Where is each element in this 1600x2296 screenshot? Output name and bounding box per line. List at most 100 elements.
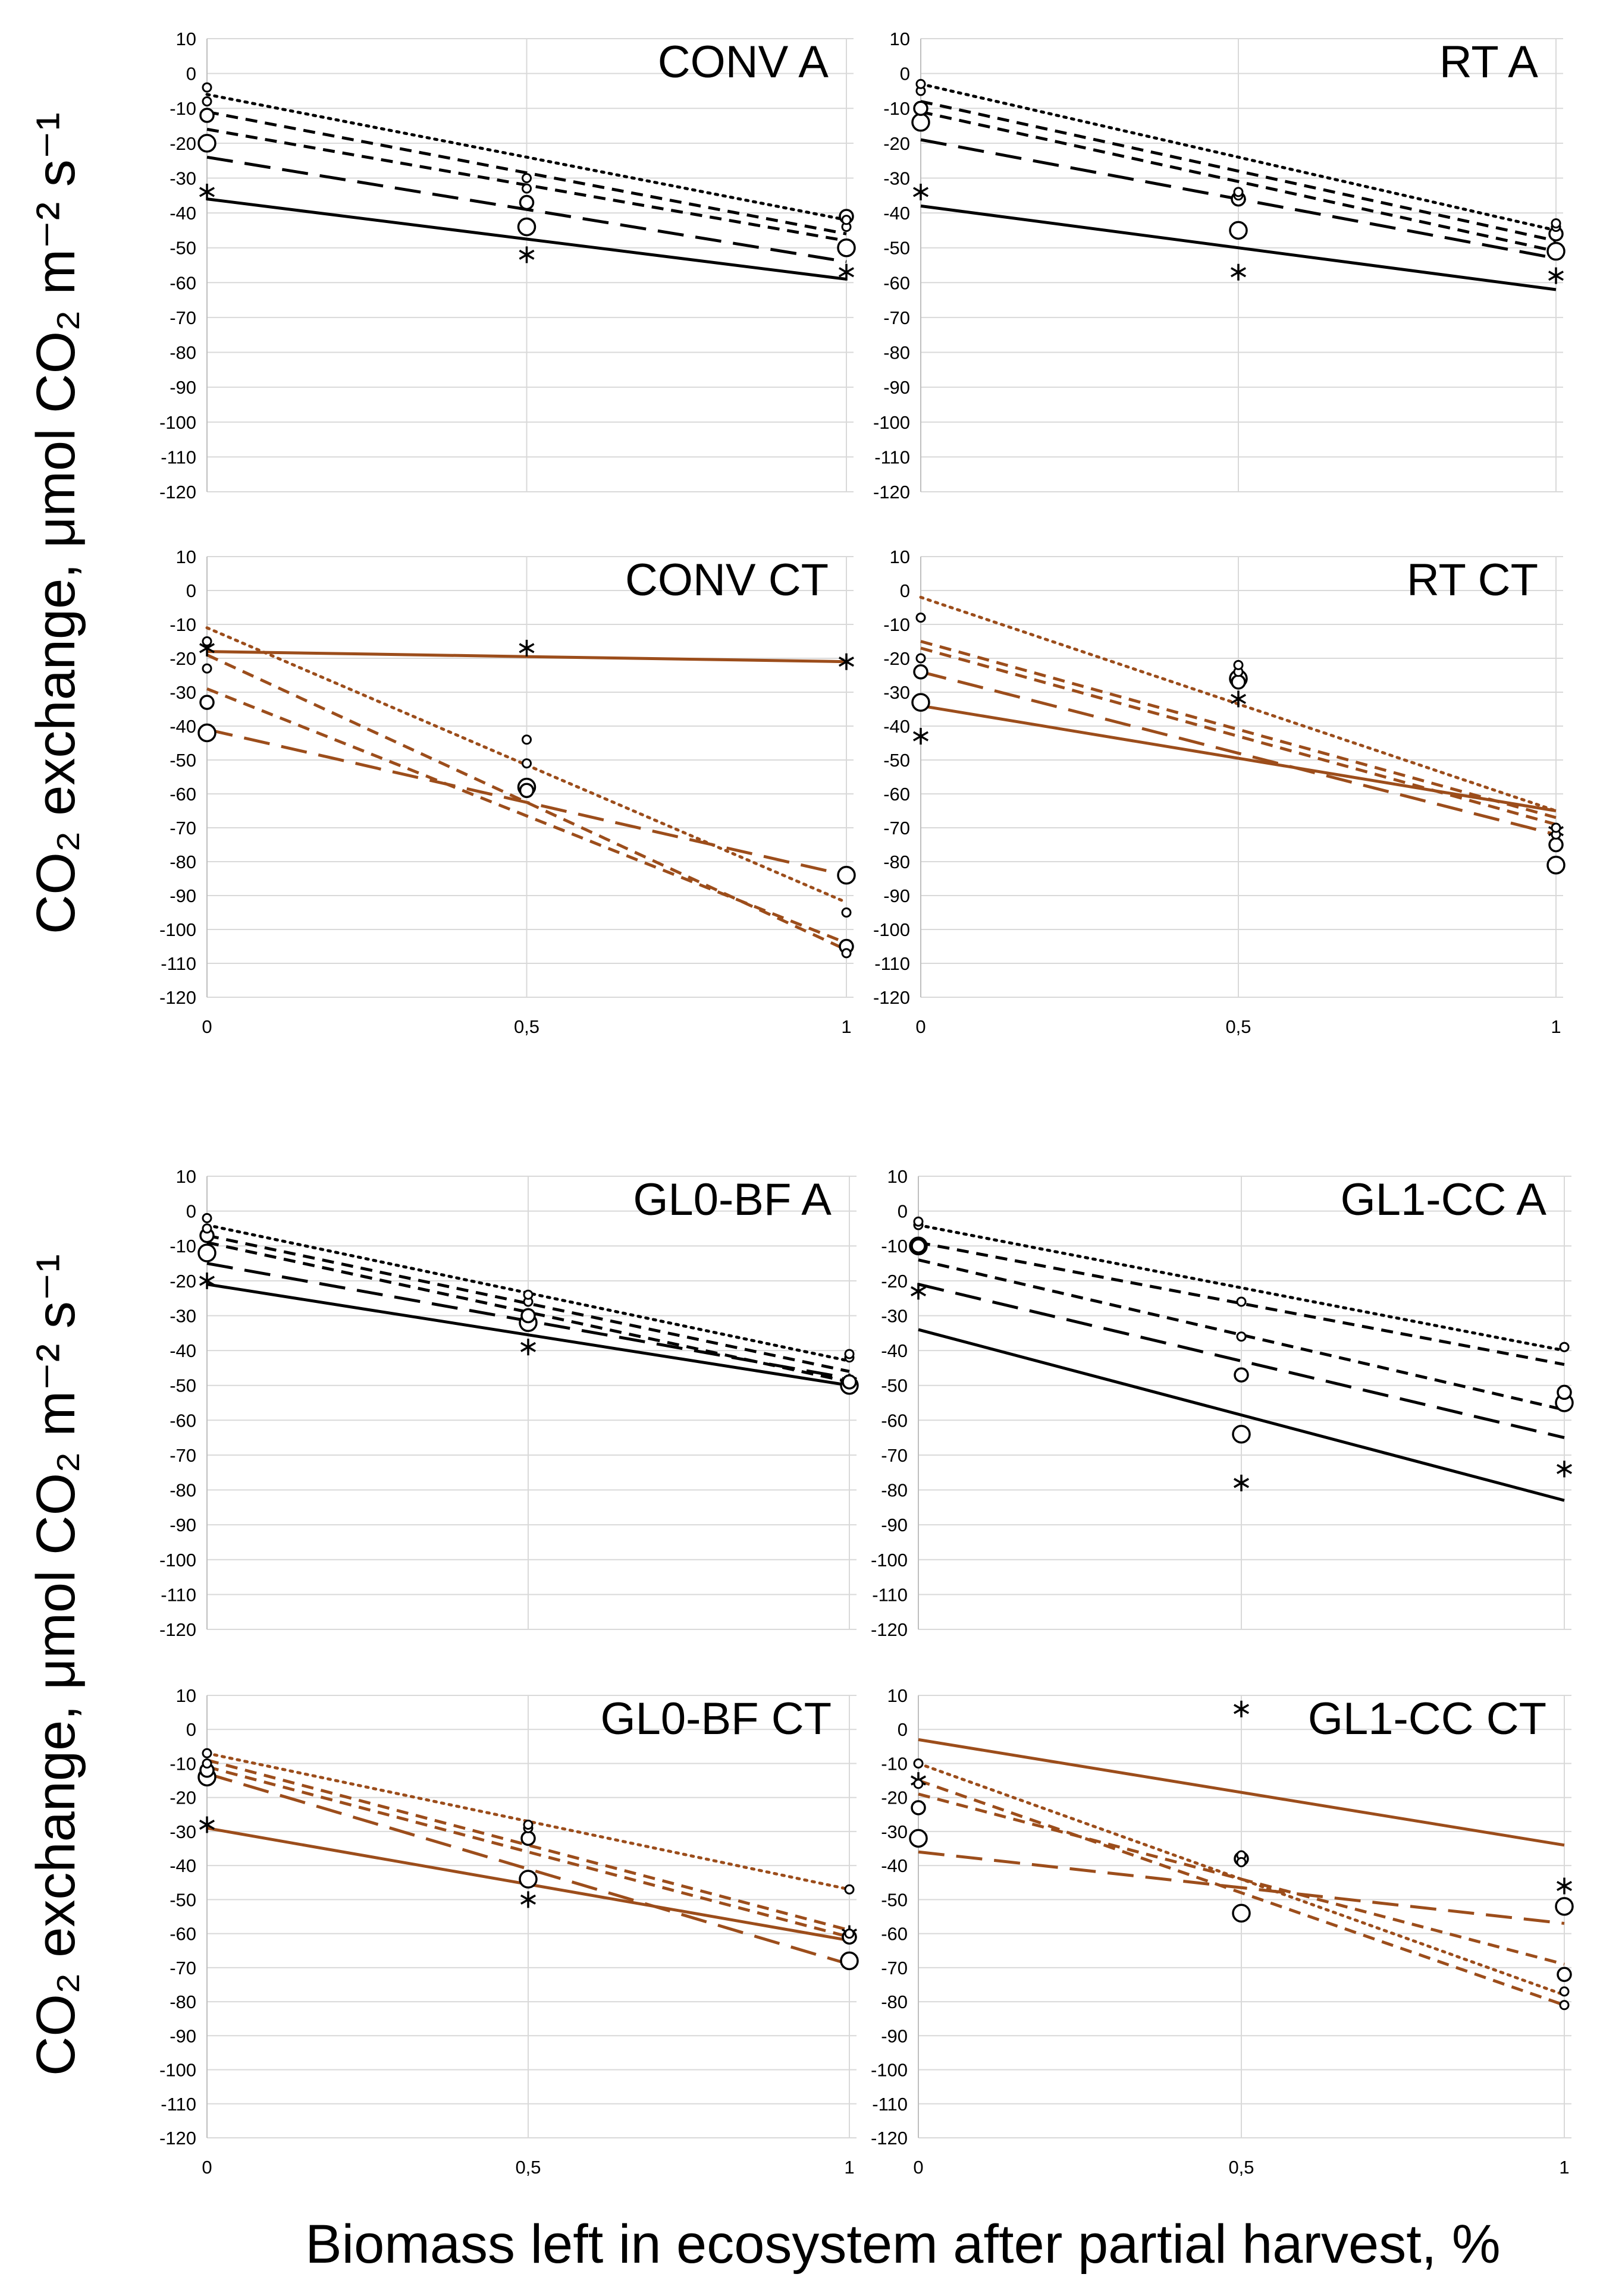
y-tick-label: -120	[873, 482, 910, 502]
y-tick-label: -80	[170, 1480, 196, 1501]
y-tick-label: -20	[883, 133, 910, 154]
marker-star	[1548, 267, 1564, 284]
marker-star	[911, 1283, 926, 1300]
y-tick-label: -80	[883, 852, 910, 872]
marker-star	[199, 1816, 215, 1833]
x-tick-label: 0,5	[515, 2157, 541, 2178]
y-tick-label: -120	[159, 2128, 196, 2149]
y-tick-label: 0	[186, 1201, 196, 1222]
x-tick-label: 0,5	[1228, 2157, 1254, 2178]
trend-line-solid	[206, 1283, 850, 1387]
y-tick-label: 0	[900, 64, 910, 84]
y-tick-label: -110	[872, 1584, 908, 1605]
trend-line-long-dash	[918, 1283, 1565, 1440]
y-tick-label: -100	[159, 1550, 196, 1571]
marker-circle	[841, 948, 852, 959]
marker-star	[1234, 1474, 1249, 1491]
marker-circle	[1555, 1897, 1574, 1916]
marker-circle	[523, 1289, 534, 1300]
marker-circle	[202, 1213, 212, 1223]
y-tick-label: -30	[881, 1821, 908, 1842]
trend-line-short-dash	[920, 646, 1557, 826]
y-tick-label: -40	[881, 1855, 908, 1876]
x-tick-label: 0	[913, 2157, 923, 2178]
marker-circle	[837, 866, 856, 885]
y-tick-label: 0	[186, 64, 196, 84]
y-tick-label: -10	[883, 98, 910, 119]
chart-panel-gl1-cc-a: 10 0 -10 -20 -30 -40 -50 -60 -70 -80 -90 -100 -110 -1…	[871, 1166, 1574, 1640]
y-tick-label: -10	[170, 1236, 196, 1257]
y-tick-label: -40	[170, 1855, 196, 1876]
y-tick-label: -100	[871, 1550, 908, 1571]
trend-line-dotted	[205, 93, 848, 222]
x-tick-label: 1	[1551, 1016, 1561, 1037]
marker-circle	[202, 96, 212, 107]
marker-star	[1557, 1877, 1572, 1895]
y-tick-label: -90	[881, 2025, 908, 2046]
y-tick-label: -120	[873, 987, 910, 1008]
x-tick-label: 0,5	[1225, 1016, 1251, 1037]
marker-circle	[913, 1758, 924, 1769]
marker-star	[1234, 1700, 1249, 1717]
panel-title: GL1-CC A	[1341, 1174, 1547, 1225]
x-tick-label: 0	[202, 1016, 212, 1037]
marker-circle	[197, 134, 217, 153]
marker-circle	[202, 82, 212, 93]
marker-circle	[1559, 2000, 1570, 2011]
marker-circle	[520, 1308, 536, 1324]
marker-circle	[1559, 1342, 1570, 1352]
trend-line-dotted	[917, 1761, 1566, 1997]
x-tick-label: 1	[844, 2157, 854, 2178]
y-tick-label: 0	[898, 1719, 908, 1740]
y-tick-label: -70	[883, 307, 910, 328]
y-tick-label: -60	[170, 1924, 196, 1945]
panel-title: RT CT	[1407, 555, 1538, 605]
y-tick-label: -70	[170, 307, 196, 328]
marker-circle	[911, 1800, 926, 1816]
y-tick-label: -100	[873, 412, 910, 433]
y-tick-label: -60	[883, 784, 910, 805]
chart-panel-rt-a: 10 0 -10 -20 -30 -40 -50 -60 -70 -80 -90 -100 -110 -1…	[873, 29, 1566, 502]
y-tick-label: -70	[883, 818, 910, 838]
marker-circle	[202, 1748, 212, 1758]
y-tick-label: -100	[159, 412, 196, 433]
y-tick-label: -10	[881, 1236, 908, 1257]
trend-line-short-dash	[206, 1240, 850, 1384]
trend-line-solid	[206, 650, 847, 664]
y-tick-label: -10	[170, 1753, 196, 1774]
y-tick-label: -80	[170, 852, 196, 872]
marker-circle	[915, 613, 926, 623]
trend-line-short-dash-2	[918, 1240, 1565, 1366]
trend-line-short-dash-2	[920, 640, 1557, 819]
y-tick-label: -20	[881, 1271, 908, 1292]
y-axis-label-top-text: CO₂ exchange, μmol CO₂ m⁻² s⁻¹	[26, 112, 86, 934]
y-tick-label: -50	[170, 1375, 196, 1396]
y-tick-label: -40	[883, 203, 910, 224]
trend-line-short-dash	[918, 1258, 1565, 1412]
chart-panel-rt-ct: 100-10-20-30-40-50-60-70-80-90-100-110-1…	[873, 546, 1566, 1037]
marker-circle	[1548, 837, 1564, 853]
y-tick-label: -110	[872, 2094, 908, 2115]
marker-circle	[842, 1374, 857, 1390]
x-tick-label: 1	[1559, 2157, 1569, 2178]
y-tick-label: -70	[170, 1958, 196, 1978]
marker-circle	[202, 1223, 212, 1234]
trend-line-short-dash	[920, 110, 1557, 253]
marker-star	[199, 183, 215, 200]
marker-circle	[1236, 1857, 1247, 1867]
y-tick-label: -60	[883, 272, 910, 293]
y-tick-label: -10	[170, 98, 196, 119]
marker-star	[520, 1891, 536, 1908]
y-tick-label: -10	[881, 1753, 908, 1774]
panels: 100-10-20-30-40-50-60-70-80-90-100-110-1…	[159, 29, 1574, 2178]
y-tick-label: -30	[170, 1821, 196, 1842]
y-tick-label: -50	[170, 1889, 196, 1910]
marker-circle	[841, 907, 852, 918]
marker-circle	[915, 78, 926, 89]
y-tick-label: 0	[900, 580, 910, 601]
trend-line-short-dash	[206, 1765, 850, 1939]
y-tick-label: -70	[170, 1445, 196, 1466]
y-tick-label: -90	[170, 2025, 196, 2046]
marker-circle	[202, 1758, 212, 1769]
